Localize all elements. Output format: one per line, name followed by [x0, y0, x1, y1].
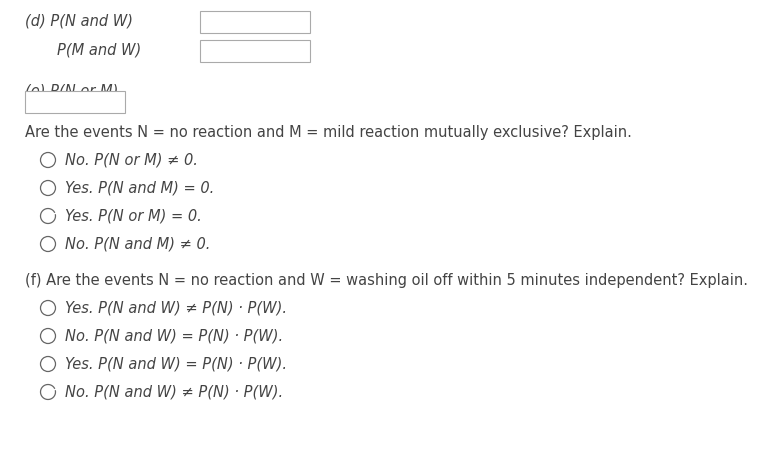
- Text: (e) P(N or M).: (e) P(N or M).: [25, 83, 123, 99]
- Text: No. P(N and M) ≠ 0.: No. P(N and M) ≠ 0.: [65, 237, 211, 251]
- Text: Yes. P(N or M) = 0.: Yes. P(N or M) = 0.: [65, 208, 201, 224]
- Text: No. P(N and W) = P(N) · P(W).: No. P(N and W) = P(N) · P(W).: [65, 328, 283, 344]
- Text: P(M and W): P(M and W): [57, 42, 141, 58]
- Text: Yes. P(N and M) = 0.: Yes. P(N and M) = 0.: [65, 180, 215, 196]
- Bar: [25, 91, 125, 113]
- Text: No. P(N and W) ≠ P(N) · P(W).: No. P(N and W) ≠ P(N) · P(W).: [65, 385, 283, 399]
- Text: Are the events N = no reaction and M = mild reaction mutually exclusive? Explain: Are the events N = no reaction and M = m…: [25, 126, 631, 140]
- Text: (d) P(N and W): (d) P(N and W): [25, 13, 133, 29]
- Bar: [200, 11, 310, 33]
- Text: No. P(N or M) ≠ 0.: No. P(N or M) ≠ 0.: [65, 152, 198, 168]
- Text: (f) Are the events N = no reaction and W = washing oil off within 5 minutes inde: (f) Are the events N = no reaction and W…: [25, 274, 748, 288]
- Text: Yes. P(N and W) = P(N) · P(W).: Yes. P(N and W) = P(N) · P(W).: [65, 357, 287, 371]
- Bar: [200, 40, 310, 62]
- Text: Yes. P(N and W) ≠ P(N) · P(W).: Yes. P(N and W) ≠ P(N) · P(W).: [65, 300, 287, 316]
